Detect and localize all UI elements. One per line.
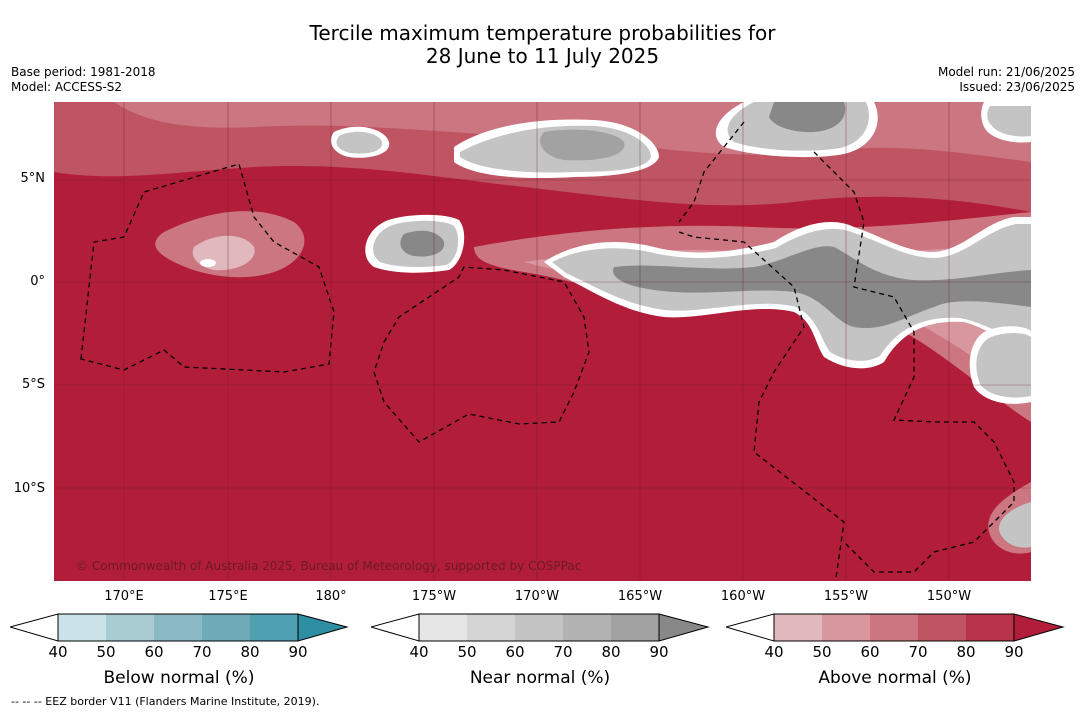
eez-border-central <box>373 266 590 443</box>
lon-label-180: 180° <box>315 589 347 604</box>
near-band <box>552 224 1031 361</box>
eez-border-se <box>813 151 1015 573</box>
near-patch-1 <box>336 131 383 154</box>
near-cbar-label: Near normal (%) <box>469 668 611 688</box>
above-cbar-low-tri <box>726 613 775 642</box>
eez-border-east <box>678 231 845 581</box>
above-tick-80: 80 <box>956 643 976 661</box>
below-cbar-seg-5 <box>250 614 298 641</box>
near-cbar-seg-5 <box>611 614 659 641</box>
near-cbar-seg-3 <box>515 614 563 641</box>
lon-label-165w: 165°W <box>617 589 663 604</box>
below-cbar-seg-3 <box>154 614 202 641</box>
above-tick-40: 40 <box>764 643 784 661</box>
lat-label-10s: 10°S <box>13 481 45 496</box>
meta-right: Model run: 21/06/2025 Issued: 23/06/2025 <box>938 65 1075 95</box>
above-cbar-label: Above normal (%) <box>818 668 972 688</box>
graticule <box>54 102 1031 581</box>
near-cbar-high-tri <box>658 613 710 642</box>
model-name: Model: ACCESS-S2 <box>11 80 123 94</box>
lon-label-170e: 170°E <box>104 589 144 604</box>
near-cbar-seg-1 <box>419 614 467 641</box>
copyright-credit: © Commonwealth of Australia 2025, Bureau… <box>76 559 582 573</box>
title-line-1: Tercile maximum temperature probabilitie… <box>309 21 776 45</box>
model-run: Model run: 21/06/2025 <box>937 65 1075 79</box>
lon-label-175e: 175°E <box>208 589 248 604</box>
near-tick-70: 70 <box>553 643 573 661</box>
near-patch-ne-core <box>769 102 846 133</box>
above-tick-70: 70 <box>908 643 928 661</box>
above-cbar-seg-3 <box>870 614 918 641</box>
probability-map[interactable] <box>54 102 1031 581</box>
map-canvas <box>54 102 1031 581</box>
map-title: Tercile maximum temperature probabilitie… <box>0 22 1085 68</box>
below-tick-60: 60 <box>144 643 164 661</box>
colorbar-below-normal <box>10 613 349 642</box>
lon-label-150w: 150°W <box>926 589 972 604</box>
eez-borders <box>80 121 1015 581</box>
colorbar-above-normal <box>726 613 1065 642</box>
near-band-core <box>613 246 1031 328</box>
below-tick-40: 40 <box>48 643 68 661</box>
lat-label-0: 0° <box>30 274 45 289</box>
above-tick-90: 90 <box>1004 643 1024 661</box>
lon-label-155w: 155°W <box>823 589 869 604</box>
above-cbar-high-tri <box>1013 613 1065 642</box>
below-tick-80: 80 <box>240 643 260 661</box>
below-tick-70: 70 <box>192 643 212 661</box>
above-cbar-seg-5 <box>966 614 1014 641</box>
above-cbar-seg-2 <box>822 614 870 641</box>
eez-border-west <box>80 163 335 373</box>
lat-label-5n: 5°N <box>20 171 46 186</box>
issued-date: Issued: 23/06/2025 <box>959 80 1075 94</box>
below-cbar-seg-4 <box>202 614 250 641</box>
below-cbar-seg-1 <box>58 614 106 641</box>
near-tick-80: 80 <box>601 643 621 661</box>
near-tick-90: 90 <box>649 643 669 661</box>
near-patch-3-core <box>400 230 445 257</box>
title-line-2: 28 June to 11 July 2025 <box>425 44 660 68</box>
below-40-spot-west <box>200 259 216 267</box>
lon-label-170w: 170°W <box>514 589 560 604</box>
near-patch-2-core <box>540 129 625 161</box>
lon-label-175w: 175°W <box>411 589 457 604</box>
below-cbar-low-tri <box>10 613 59 642</box>
lat-label-5s: 5°S <box>21 377 45 392</box>
eez-border-note: -- -- -- EEZ border V11 (Flanders Marine… <box>11 695 320 708</box>
below-cbar-label: Below normal (%) <box>103 668 255 688</box>
colorbar-near-normal <box>371 613 710 642</box>
below-cbar-seg-2 <box>106 614 154 641</box>
above-tick-50: 50 <box>812 643 832 661</box>
near-tick-50: 50 <box>457 643 477 661</box>
near-cbar-seg-2 <box>467 614 515 641</box>
near-patch-far-se <box>998 502 1031 548</box>
below-tick-50: 50 <box>96 643 116 661</box>
base-period: Base period: 1981-2018 <box>11 65 156 79</box>
below-cbar-high-tri <box>297 613 349 642</box>
above-tick-60: 60 <box>860 643 880 661</box>
eez-border-ne <box>678 121 745 223</box>
near-tick-60: 60 <box>505 643 525 661</box>
above-cbar-seg-4 <box>918 614 966 641</box>
near-cbar-low-tri <box>371 613 420 642</box>
near-patch-se <box>976 333 1031 398</box>
near-patch-far-ne <box>987 106 1031 137</box>
lon-label-160w: 160°W <box>720 589 766 604</box>
near-cbar-seg-4 <box>563 614 611 641</box>
near-tick-40: 40 <box>409 643 429 661</box>
below-tick-90: 90 <box>288 643 308 661</box>
above-cbar-seg-1 <box>774 614 822 641</box>
meta-left: Base period: 1981-2018 Model: ACCESS-S2 <box>11 65 156 95</box>
